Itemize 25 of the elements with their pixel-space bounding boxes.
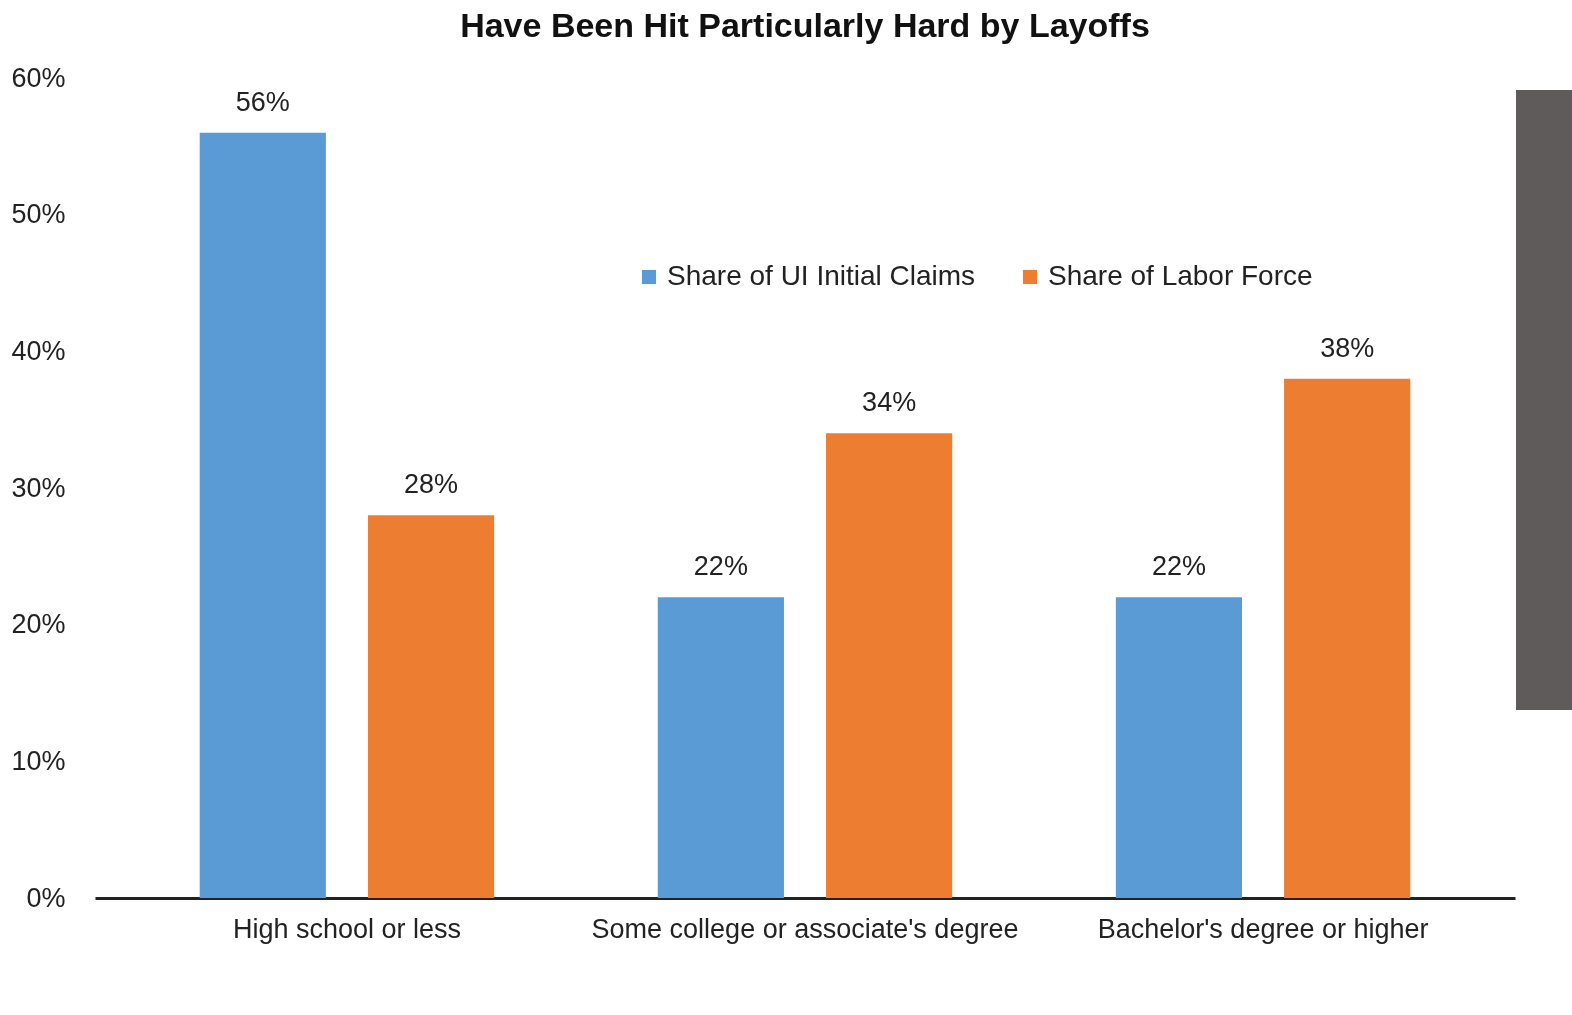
data-label: 38% <box>1320 332 1375 363</box>
data-label: 34% <box>862 387 917 418</box>
y-tick-label: 30% <box>11 472 66 503</box>
data-label: 22% <box>693 551 748 582</box>
chart-title: Have Been Hit Particularly Hard by Layoffs <box>460 6 1150 44</box>
bar <box>367 515 495 898</box>
bar <box>826 433 953 898</box>
x-tick-label: Some college or associate's degree <box>591 913 1019 944</box>
bar <box>657 597 784 898</box>
bar <box>1115 597 1243 898</box>
y-tick-label: 10% <box>11 745 66 776</box>
bar <box>199 132 326 898</box>
y-tick-label: 50% <box>11 199 66 230</box>
x-tick-label: High school or less <box>232 913 461 944</box>
y-tick-label: 0% <box>26 882 66 913</box>
data-label: 22% <box>1151 551 1206 582</box>
y-tick-label: 20% <box>11 609 66 640</box>
bar <box>1284 378 1411 898</box>
legend-label: Share of UI Initial Claims <box>667 260 976 291</box>
data-label: 56% <box>235 86 290 117</box>
y-tick-label: 60% <box>11 62 66 93</box>
x-tick-label: Bachelor's degree or higher <box>1097 913 1429 944</box>
legend-label: Share of Labor Force <box>1048 260 1313 291</box>
data-label: 28% <box>404 469 459 500</box>
y-tick-label: 40% <box>11 335 66 366</box>
